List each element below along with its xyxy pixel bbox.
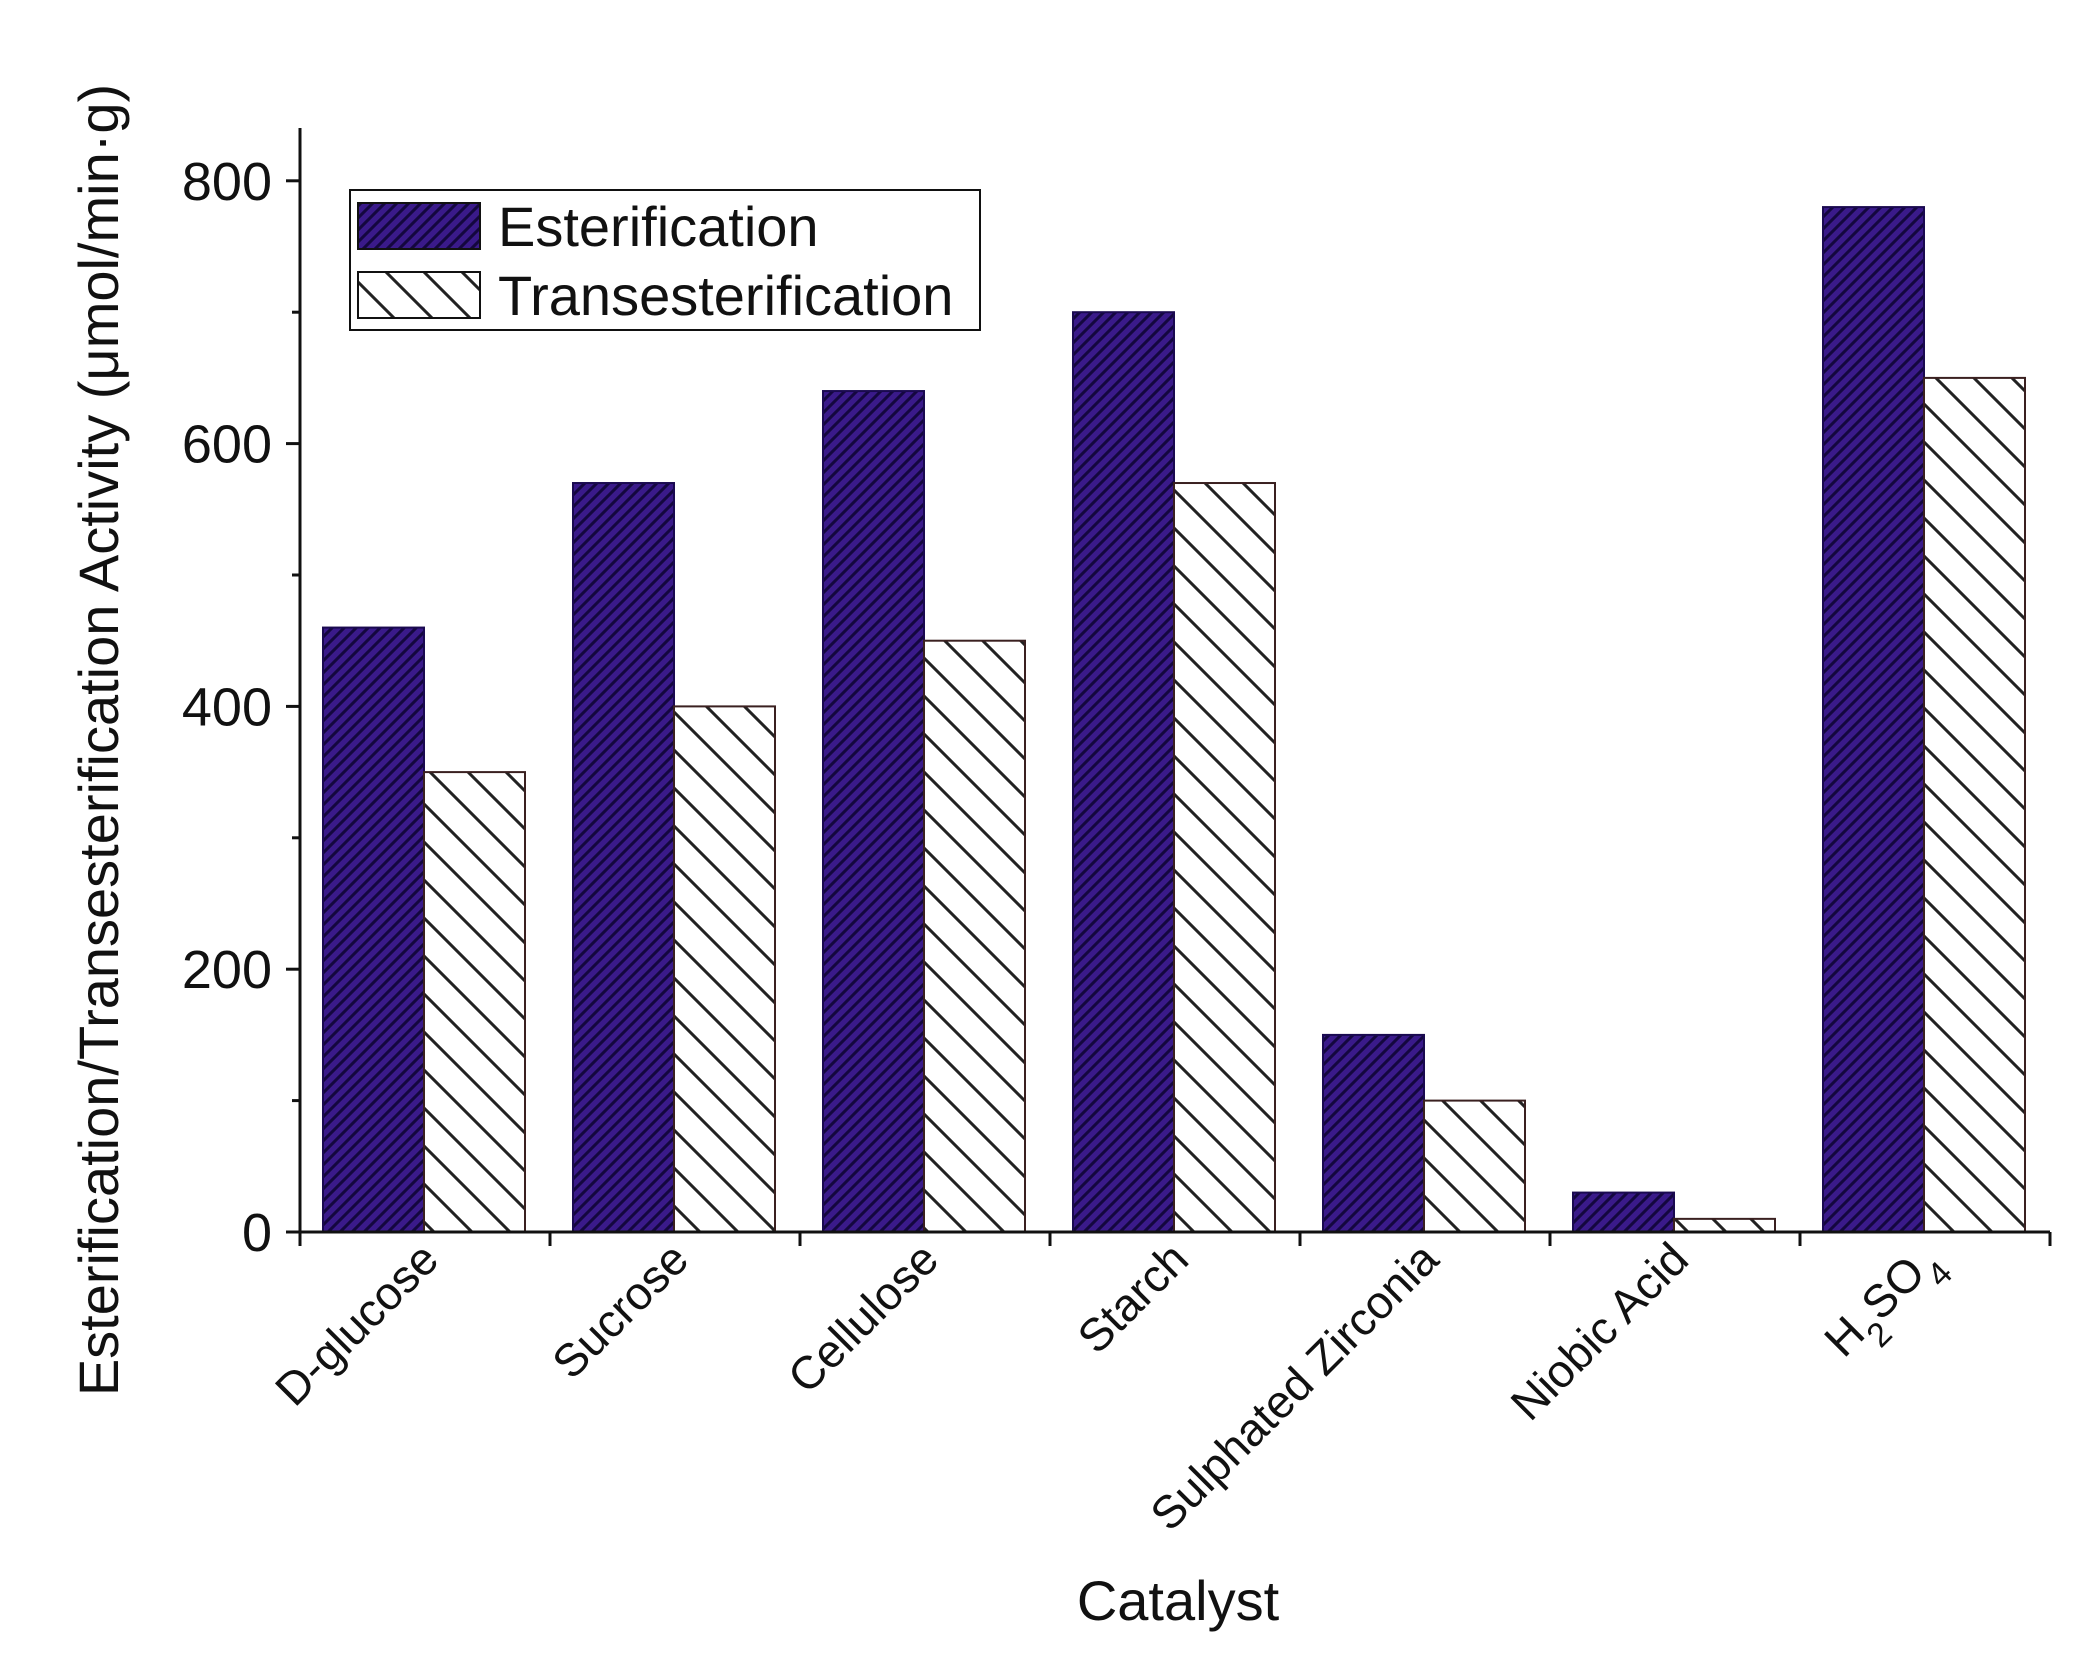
x-axis-title: Catalyst xyxy=(1077,1569,1280,1632)
bar-esterification-h2so4 xyxy=(1822,206,1925,1234)
bar-transesterification-sucrose xyxy=(673,705,776,1233)
x-category-label-sucrose: Sucrose xyxy=(542,1232,698,1388)
y-tick-label: 200 xyxy=(182,940,272,1000)
bar-transesterification-d-glucose xyxy=(423,771,526,1233)
legend-label-esterification: Esterification xyxy=(498,195,819,258)
bar-transesterification-niobic-acid xyxy=(1673,1217,1776,1233)
y-tick-label: 600 xyxy=(182,415,272,475)
x-category-label-cellulose: Cellulose xyxy=(778,1232,949,1403)
y-axis-ticks: 0 200 400 600 800 xyxy=(182,152,300,1263)
bar-esterification-sucrose xyxy=(572,482,675,1233)
x-category-label-starch: Starch xyxy=(1067,1232,1198,1363)
legend-swatch-esterification xyxy=(357,202,481,250)
legend-label-transesterification: Transesterification xyxy=(498,264,953,327)
bar-esterification-cellulose xyxy=(822,390,925,1234)
bar-transesterification-sulphated-zirconia xyxy=(1423,1099,1526,1233)
bar-esterification-starch xyxy=(1072,311,1175,1233)
bar-esterification-niobic-acid xyxy=(1572,1191,1675,1233)
x-category-label-h2so4: H2SO4 xyxy=(1814,1232,1960,1378)
y-tick-label: 800 xyxy=(182,152,272,212)
legend-swatch-transesterification xyxy=(357,271,481,319)
y-tick-label: 400 xyxy=(182,677,272,737)
bars-layer xyxy=(322,206,2026,1234)
x-category-label-d-glucose: D-glucose xyxy=(265,1232,448,1415)
bar-esterification-sulphated-zirconia xyxy=(1322,1033,1425,1234)
x-axis-ticks xyxy=(298,1232,2052,1246)
bar-transesterification-starch xyxy=(1173,482,1276,1233)
legend: Esterification Transesterification xyxy=(349,189,981,331)
y-tick-label: 0 xyxy=(242,1203,272,1263)
x-category-label-niobic-acid: Niobic Acid xyxy=(1500,1232,1698,1430)
x-axis-category-labels: D-glucose Sucrose Cellulose StarchSulphated… xyxy=(265,1232,1960,1540)
bar-transesterification-h2so4 xyxy=(1923,376,2026,1233)
bar-transesterification-cellulose xyxy=(923,639,1026,1233)
bar-esterification-d-glucose xyxy=(322,626,425,1233)
y-axis-title: Esterification/Transesterification Activ… xyxy=(67,84,130,1396)
